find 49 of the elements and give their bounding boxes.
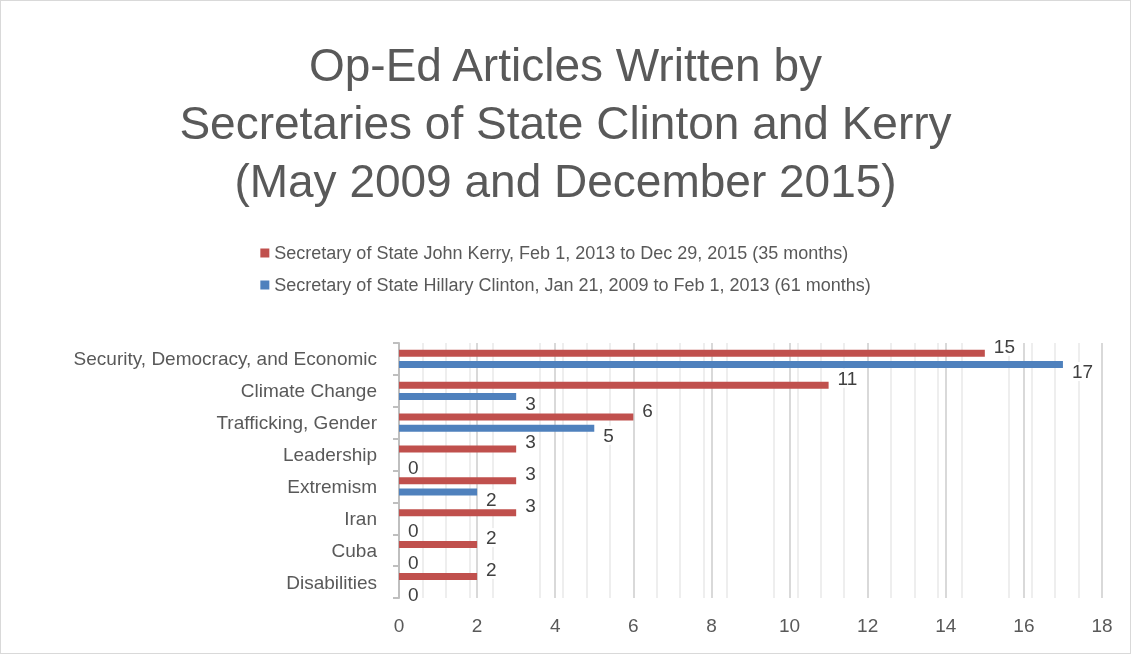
data-label: 2: [486, 488, 497, 510]
bar: [399, 488, 478, 496]
data-label: 0: [408, 456, 419, 478]
y-tick-label: Leadership: [282, 444, 377, 466]
bar: [399, 361, 1063, 369]
bar: [399, 572, 478, 580]
bar: [399, 541, 478, 549]
data-label: 3: [525, 495, 536, 517]
x-tick-label: 18: [1091, 615, 1113, 636]
x-tick-label: 8: [706, 615, 717, 636]
data-label: 3: [525, 392, 536, 414]
y-tick-label: Cuba: [331, 539, 378, 561]
chart-title: Op-Ed Articles Written by Secretaries of State Clinton and Kerry (May 2009 and December 2015): [179, 39, 952, 207]
bar: [399, 424, 595, 432]
bar: [399, 445, 517, 453]
data-label: 3: [525, 431, 536, 453]
y-tick-label: Security, Democracy, and Economic: [73, 348, 377, 370]
bar: [399, 477, 517, 485]
x-tick-label: 4: [549, 615, 561, 636]
legend-label: Secretary of State Hillary Clinton, Jan 21, 2009 to Feb 1, 2013 (61 months): [274, 275, 871, 295]
x-tick-label: 0: [393, 615, 405, 636]
x-tick-label: 14: [935, 615, 957, 636]
x-tick-label: 6: [628, 615, 639, 636]
data-label: 6: [642, 399, 653, 421]
x-tick-label: 12: [857, 615, 879, 636]
bar: [399, 392, 517, 400]
data-label: 0: [408, 520, 419, 542]
y-tick-label: Iran: [344, 507, 377, 529]
data-label: 0: [408, 584, 419, 606]
y-tick-label: Climate Change: [240, 380, 377, 402]
y-tick-label: Disabilities: [286, 571, 377, 593]
bar: [399, 381, 829, 389]
bar: [399, 349, 985, 357]
bar: [399, 413, 634, 421]
data-label: 2: [486, 558, 497, 580]
data-label: 0: [408, 552, 419, 574]
data-label: 11: [837, 367, 858, 389]
x-tick-label: 16: [1013, 615, 1035, 636]
data-label: 3: [525, 463, 536, 485]
data-label: 2: [486, 527, 497, 549]
x-tick-label: 10: [778, 615, 801, 636]
y-tick-label: Extremism: [287, 475, 377, 497]
bar: [399, 509, 517, 517]
legend-label: Secretary of State John Kerry, Feb 1, 2013 to Dec 29, 2015 (35 months): [274, 243, 849, 263]
data-label: 15: [993, 335, 1015, 357]
data-label: 17: [1071, 361, 1094, 383]
y-tick-label: Trafficking, Gender: [216, 412, 378, 434]
data-label: 5: [603, 424, 614, 446]
x-tick-label: 2: [471, 615, 483, 636]
